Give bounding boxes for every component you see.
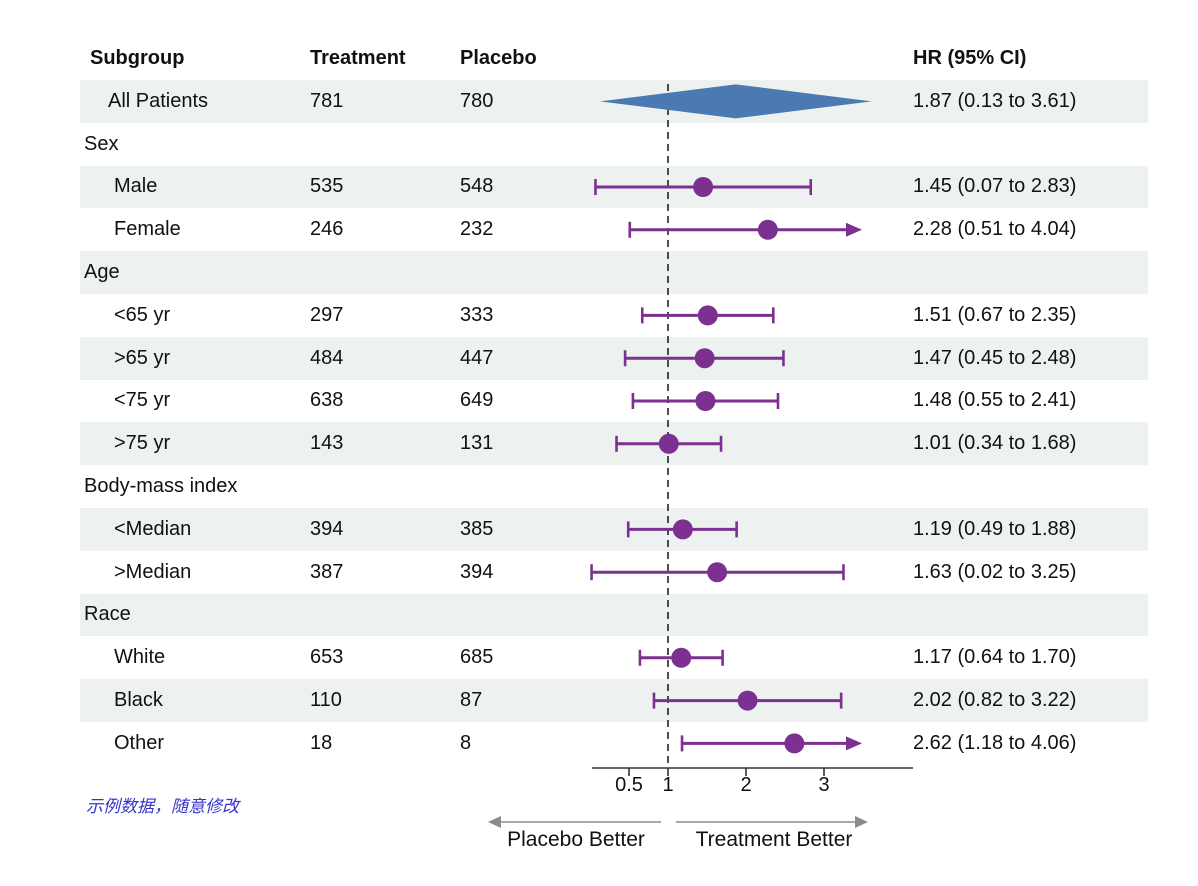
placebo-count: 232 xyxy=(460,218,494,241)
subgroup-row: <65 yr 297 333 1.51 (0.67 to 2.35) xyxy=(80,294,1148,337)
placebo-count: 8 xyxy=(460,731,472,754)
placebo-count: 394 xyxy=(460,560,494,583)
treatment-count: 653 xyxy=(310,646,344,669)
hr-ci-value: 2.02 (0.82 to 3.22) xyxy=(913,689,1077,712)
treatment-count: 535 xyxy=(310,175,344,198)
treatment-count: 18 xyxy=(310,731,333,754)
hr-ci-value: 1.48 (0.55 to 2.41) xyxy=(913,389,1077,412)
subgroup-row: Female 246 232 2.28 (0.51 to 4.04) xyxy=(80,208,1148,251)
section-row: Age xyxy=(80,251,1148,294)
subgroup-label: Race xyxy=(84,603,131,626)
column-header-placebo: Placebo xyxy=(460,46,537,69)
subgroup-label: <75 yr xyxy=(114,389,171,412)
subgroup-label: Age xyxy=(84,261,120,284)
section-row: Race xyxy=(80,593,1148,637)
placebo-count: 87 xyxy=(460,689,483,712)
subgroup-label: <Median xyxy=(114,517,192,540)
subgroup-row: Male 535 548 1.45 (0.07 to 2.83) xyxy=(80,165,1148,209)
placebo-count: 548 xyxy=(460,175,494,198)
treatment-count: 387 xyxy=(310,560,344,583)
treatment-count: 143 xyxy=(310,432,344,455)
subgroup-label: Sex xyxy=(84,132,119,155)
subgroup-label: Black xyxy=(114,689,163,712)
subgroup-row: >75 yr 143 131 1.01 (0.34 to 1.68) xyxy=(80,422,1148,466)
treatment-count: 394 xyxy=(310,517,344,540)
hr-ci-value: 1.87 (0.13 to 3.61) xyxy=(913,89,1077,112)
hr-ci-value: 1.51 (0.67 to 2.35) xyxy=(913,303,1077,326)
placebo-count: 685 xyxy=(460,646,494,669)
subgroup-row: Other 18 8 2.62 (1.18 to 4.06) xyxy=(80,722,1148,765)
placebo-count: 131 xyxy=(460,432,494,455)
treatment-count: 781 xyxy=(310,89,344,112)
subgroup-label: <65 yr xyxy=(114,303,171,326)
subgroup-row: <Median 394 385 1.19 (0.49 to 1.88) xyxy=(80,508,1148,551)
footnote: 示例数据，随意修改 xyxy=(86,797,239,816)
subgroup-row: White 653 685 1.17 (0.64 to 1.70) xyxy=(80,636,1148,679)
subgroup-label: Female xyxy=(114,218,181,241)
subgroup-label: Other xyxy=(114,731,165,754)
placebo-count: 333 xyxy=(460,303,494,326)
treatment-better-arrowhead xyxy=(855,816,868,828)
hr-ci-value: 1.45 (0.07 to 2.83) xyxy=(913,175,1077,198)
placebo-count: 385 xyxy=(460,517,494,540)
axis-tick-label: 2 xyxy=(740,774,752,796)
subgroup-row: >Median 387 394 1.63 (0.02 to 3.25) xyxy=(80,551,1148,594)
treatment-count: 484 xyxy=(310,346,344,369)
subgroup-label: White xyxy=(114,646,166,669)
subgroup-label: >65 yr xyxy=(114,346,171,369)
column-header-hr-ci: HR (95% CI) xyxy=(913,46,1027,69)
treatment-better-label: Treatment Better xyxy=(695,828,853,851)
subgroup-row: All Patients 781 780 1.87 (0.13 to 3.61) xyxy=(80,80,1148,123)
hr-ci-value: 1.01 (0.34 to 1.68) xyxy=(913,432,1077,455)
subgroup-label: Body-mass index xyxy=(84,475,238,498)
hr-ci-value: 1.17 (0.64 to 1.70) xyxy=(913,646,1077,669)
placebo-better-label: Placebo Better xyxy=(507,828,645,851)
treatment-count: 297 xyxy=(310,303,344,326)
hr-ci-value: 1.19 (0.49 to 1.88) xyxy=(913,517,1077,540)
hr-ci-value: 2.62 (1.18 to 4.06) xyxy=(913,731,1077,754)
placebo-count: 447 xyxy=(460,346,494,369)
column-header-subgroup: Subgroup xyxy=(90,46,185,69)
axis-tick-label: 3 xyxy=(818,774,830,796)
placebo-count: 780 xyxy=(460,89,494,112)
hr-ci-value: 1.47 (0.45 to 2.48) xyxy=(913,346,1077,369)
subgroup-row: <75 yr 638 649 1.48 (0.55 to 2.41) xyxy=(80,380,1148,423)
placebo-better-arrowhead xyxy=(488,816,501,828)
hr-ci-value: 1.63 (0.02 to 3.25) xyxy=(913,560,1077,583)
subgroup-row: >65 yr 484 447 1.47 (0.45 to 2.48) xyxy=(80,336,1148,380)
section-row: Body-mass index xyxy=(80,465,1148,508)
subgroup-label: All Patients xyxy=(108,89,209,112)
axis-tick-label: 0.5 xyxy=(615,774,643,796)
subgroup-label: >Median xyxy=(114,560,192,583)
treatment-count: 638 xyxy=(310,389,344,412)
hr-ci-value: 2.28 (0.51 to 4.04) xyxy=(913,218,1077,241)
column-header-treatment: Treatment xyxy=(310,46,406,69)
placebo-count: 649 xyxy=(460,389,494,412)
subgroup-label: Male xyxy=(114,175,158,198)
subgroup-row: Black 110 87 2.02 (0.82 to 3.22) xyxy=(80,679,1148,722)
subgroup-label: >75 yr xyxy=(114,432,171,455)
section-row: Sex xyxy=(80,123,1148,166)
treatment-count: 246 xyxy=(310,218,344,241)
treatment-count: 110 xyxy=(310,689,342,712)
axis-tick-label: 1 xyxy=(662,774,674,796)
